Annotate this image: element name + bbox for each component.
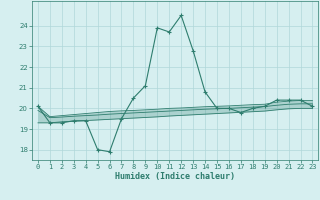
X-axis label: Humidex (Indice chaleur): Humidex (Indice chaleur) <box>115 172 235 181</box>
